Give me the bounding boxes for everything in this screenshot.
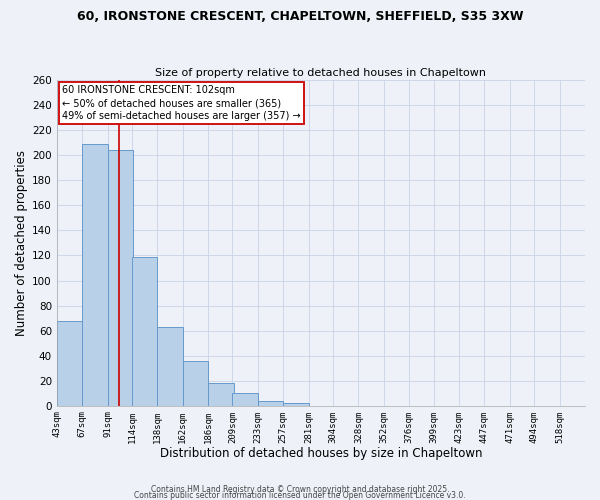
- Bar: [82, 144, 107, 406]
- Bar: [183, 360, 208, 406]
- Text: 60, IRONSTONE CRESCENT, CHAPELTOWN, SHEFFIELD, S35 3XW: 60, IRONSTONE CRESCENT, CHAPELTOWN, SHEF…: [77, 10, 523, 23]
- X-axis label: Distribution of detached houses by size in Chapeltown: Distribution of detached houses by size …: [160, 447, 482, 460]
- Text: Contains HM Land Registry data © Crown copyright and database right 2025.: Contains HM Land Registry data © Crown c…: [151, 485, 449, 494]
- Bar: [107, 150, 133, 406]
- Bar: [232, 393, 258, 406]
- Bar: [157, 327, 183, 406]
- Title: Size of property relative to detached houses in Chapeltown: Size of property relative to detached ho…: [155, 68, 487, 78]
- Bar: [57, 320, 82, 406]
- Text: 60 IRONSTONE CRESCENT: 102sqm
← 50% of detached houses are smaller (365)
49% of : 60 IRONSTONE CRESCENT: 102sqm ← 50% of d…: [62, 85, 301, 122]
- Bar: [132, 256, 157, 406]
- Bar: [258, 400, 283, 406]
- Text: Contains public sector information licensed under the Open Government Licence v3: Contains public sector information licen…: [134, 491, 466, 500]
- Y-axis label: Number of detached properties: Number of detached properties: [15, 150, 28, 336]
- Bar: [208, 383, 233, 406]
- Bar: [283, 403, 309, 406]
